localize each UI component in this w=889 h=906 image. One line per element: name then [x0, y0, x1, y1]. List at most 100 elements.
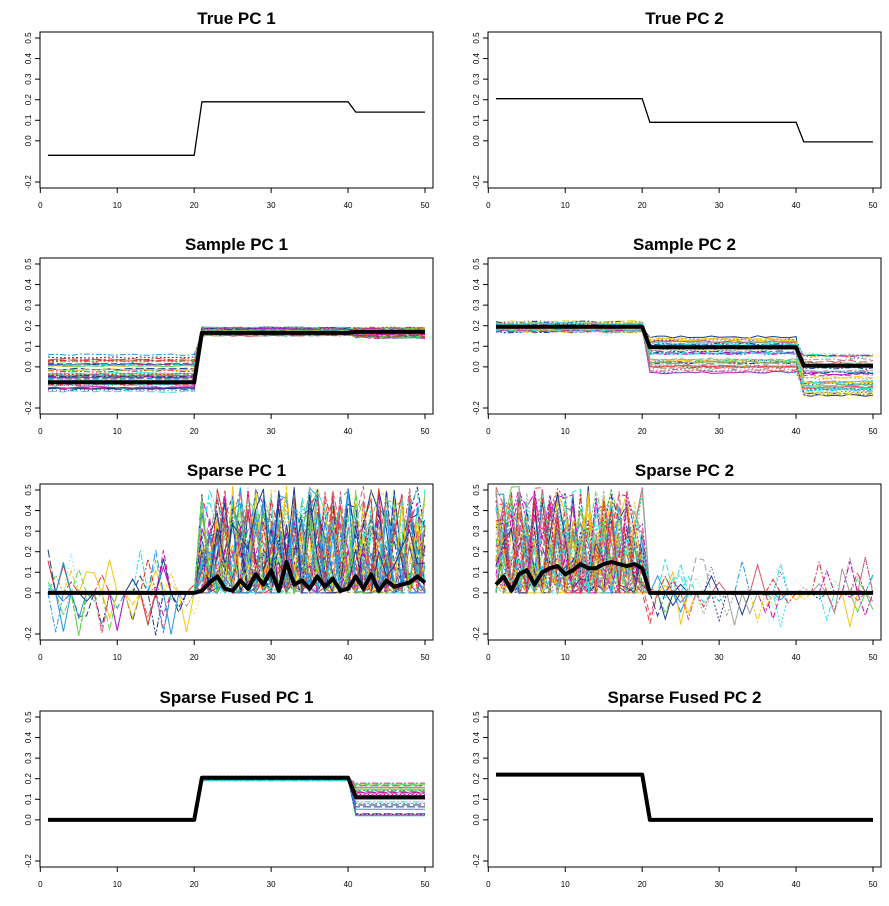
x-tick-label: 40: [792, 653, 801, 662]
panel-8: Sparse Fused PC 2 -0.2 0.0 0.1 0.2 0.3 0.4 0.5 0…: [472, 688, 882, 889]
replicate-line: [495, 323, 874, 391]
x-tick-label: 20: [190, 427, 199, 436]
y-tick-label: -0.2: [24, 854, 33, 868]
x-tick-label: 0: [486, 201, 491, 210]
y-tick-label: 0.3: [24, 752, 33, 764]
panel-3: Sample PC 1 -0.2 0.0 0.1 0.2 0.3 0.4 0.5 0 10 20 30…: [24, 235, 434, 436]
x-tick-label: 50: [869, 880, 878, 889]
y-tick-label: -0.2: [24, 175, 33, 189]
x-tick-label: 0: [486, 880, 491, 889]
replicate-line: [48, 486, 426, 595]
replicate-line: [496, 327, 874, 367]
y-tick-label: -0.2: [472, 401, 481, 415]
y-tick-label: -0.2: [24, 627, 33, 641]
x-tick-label: 30: [715, 880, 724, 889]
x-tick-label: 50: [421, 201, 430, 210]
x-tick-label: 50: [421, 653, 430, 662]
x-tick-label: 50: [869, 427, 878, 436]
y-tick-label: 0.5: [472, 711, 481, 723]
replicate-line: [495, 493, 873, 608]
y-tick-label: 0.0: [24, 361, 33, 373]
replicate-line: [495, 325, 874, 391]
plot-area: [496, 98, 873, 143]
y-tick-label: 0.5: [472, 258, 481, 270]
plot-frame: [487, 710, 882, 868]
replicate-line: [495, 329, 874, 367]
x-tick-label: 40: [792, 880, 801, 889]
x-tick-label: 20: [638, 201, 647, 210]
y-tick-label: 0.4: [472, 731, 481, 743]
x-tick-label: 50: [421, 880, 430, 889]
main-series-line: [48, 775, 425, 822]
x-tick-label: 50: [421, 427, 430, 436]
x-tick-label: 20: [638, 880, 647, 889]
y-tick-label: 0.2: [24, 320, 33, 332]
x-tick-label: 20: [190, 653, 199, 662]
replicate-line: [48, 485, 426, 595]
replicate-line: [495, 330, 874, 395]
x-tick-label: 10: [113, 880, 122, 889]
replicate-line: [495, 328, 874, 380]
x-tick-label: 20: [638, 653, 647, 662]
x-tick-label: 10: [561, 427, 570, 436]
replicate-line: [495, 322, 874, 365]
replicate-line: [495, 321, 874, 390]
y-tick-label: 0.0: [472, 135, 481, 147]
replicate-line: [47, 330, 426, 363]
y-tick-label: 0.5: [472, 484, 481, 496]
y-tick-label: 0.0: [472, 587, 481, 599]
y-tick-label: 0.3: [472, 752, 481, 764]
plot-frame: [487, 483, 882, 641]
main-series-line: [48, 101, 425, 156]
plot-frame: [39, 257, 434, 415]
x-tick-label: 30: [267, 880, 276, 889]
replicate-line: [48, 490, 426, 595]
replicate-line: [48, 775, 425, 821]
y-tick-label: 0.5: [24, 484, 33, 496]
y-tick-label: -0.2: [472, 854, 481, 868]
y-tick-label: 0.1: [472, 566, 481, 578]
plot-area: [494, 485, 874, 628]
panel-4: Sample PC 2 -0.2 0.0 0.1 0.2 0.3 0.4 0.5 0 10 20 30…: [472, 235, 882, 436]
panel-title: True PC 2: [645, 9, 723, 28]
y-tick-label: 0.0: [472, 361, 481, 373]
panel-6: Sparse PC 2 -0.2 0.0 0.1 0.2 0.3 0.4 0.5 0 10 20 30…: [472, 461, 882, 662]
main-series-line: [496, 98, 873, 143]
x-tick-label: 40: [344, 427, 353, 436]
replicate-line: [495, 328, 874, 385]
y-tick-label: 0.2: [472, 320, 481, 332]
y-tick-label: 0.1: [472, 340, 481, 352]
replicate-line: [496, 326, 874, 389]
y-tick-label: 0.2: [472, 773, 481, 785]
plot-frame: [487, 257, 882, 415]
replicate-line: [495, 326, 874, 365]
x-tick-label: 10: [561, 880, 570, 889]
x-tick-label: 0: [38, 880, 43, 889]
x-tick-label: 20: [638, 427, 647, 436]
panel-7: Sparse Fused PC 1 -0.2 0.0 0.1 0.2 0.3 0.4 0.5 0…: [24, 688, 434, 889]
main-series-line: [496, 772, 873, 822]
y-tick-label: 0.1: [24, 566, 33, 578]
y-tick-label: -0.2: [24, 401, 33, 415]
y-tick-label: 0.5: [472, 32, 481, 44]
panel-title: Sparse Fused PC 2: [607, 688, 761, 707]
y-tick-label: 0.1: [472, 793, 481, 805]
plot-frame: [39, 710, 434, 868]
panel-title: Sample PC 1: [185, 235, 288, 254]
x-tick-label: 30: [267, 201, 276, 210]
y-tick-label: 0.4: [24, 731, 33, 743]
x-tick-label: 20: [190, 201, 199, 210]
y-tick-label: 0.4: [24, 278, 33, 290]
panel-title: Sample PC 2: [633, 235, 736, 254]
y-tick-label: 0.3: [24, 299, 33, 311]
replicate-line: [495, 328, 874, 392]
panel-5: Sparse PC 1 -0.2 0.0 0.1 0.2 0.3 0.4 0.5 0 10 20 30…: [24, 461, 434, 662]
x-tick-label: 20: [190, 880, 199, 889]
plot-area: [47, 326, 426, 393]
y-tick-label: 0.2: [24, 94, 33, 106]
y-tick-label: 0.3: [24, 525, 33, 537]
x-tick-label: 0: [38, 201, 43, 210]
replicate-line: [495, 326, 874, 394]
panel-title: True PC 1: [197, 9, 275, 28]
